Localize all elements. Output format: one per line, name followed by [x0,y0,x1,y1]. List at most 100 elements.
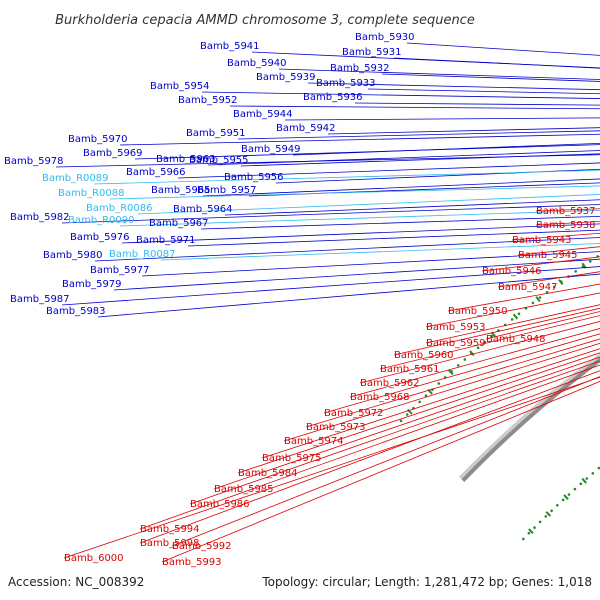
forward-gene-label: Bamb_5952 [178,95,238,106]
forward-gene-label: Bamb_5931 [342,47,402,58]
reverse-gene-label: Bamb_5986 [190,499,250,510]
ring-tick [448,369,454,376]
leader-line [63,376,600,559]
reverse-gene-label: Bamb_5973 [306,422,366,433]
forward-gene-label: Bamb_5965 [151,185,211,196]
reverse-gene-label: Bamb_6000 [64,553,124,564]
leader-line [248,182,600,197]
backbone-arc [461,357,600,482]
ring-dot [522,537,525,541]
ring-dot [476,346,480,350]
ring-dot [550,509,553,513]
leader-line [284,117,600,121]
ring-dot [527,531,531,535]
gene-labels: Bamb_5930 Bamb_5941 Bamb_5931 Bamb_5940 Bamb… [4,32,596,568]
ring-tick [545,511,552,517]
label-leader-lines [55,42,600,563]
reverse-gene-label: Bamb_5959 [426,338,486,349]
leader-line [367,88,600,95]
leader-line [275,168,600,184]
leader-line [93,169,600,185]
leader-line [485,311,600,340]
ring-dot [552,285,556,289]
reverse-gene-label: Bamb_5993 [162,557,222,568]
leader-line [359,321,600,384]
forward-gene-label: Bamb_5949 [241,144,301,155]
reverse-gene-label: Bamb_5945 [518,250,578,261]
leader-line [481,256,600,272]
ring-dot [538,296,542,299]
forward-gene-label: Bamb_5954 [150,81,210,92]
leader-line [201,91,600,99]
leader-line [305,338,600,428]
chromosome-backbone [458,353,600,482]
leader-line [97,273,600,318]
leader-line [354,102,600,106]
ring-dot [490,334,493,338]
leader-line [327,127,600,135]
reverse-gene-label: Bamb_5968 [350,392,410,403]
forward-gene-label: Bamb_R0087 [109,249,175,260]
leader-line [134,144,600,160]
forward-gene-label: Bamb_R0086 [86,203,152,214]
genome-summary-text: Topology: circular; Length: 1,281,472 bp… [261,575,592,589]
reverse-gene-label: Bamb_5992 [172,541,232,552]
ring-dot [483,340,487,344]
ring-dot [531,301,535,305]
forward-gene-label: Bamb_5956 [224,172,284,183]
forward-gene-label: Bamb_5980 [43,250,103,261]
dotted-guide-rings [399,255,600,541]
leader-line [381,73,600,82]
ring-dot [510,318,514,321]
leader-line [141,251,600,277]
ring-tick [535,296,541,303]
leader-line [406,42,600,56]
forward-gene-label: Bamb_5983 [46,306,106,317]
reverse-gene-label: Bamb_5937 [536,206,596,217]
ring-dot [574,270,577,273]
forward-gene-label: Bamb_5944 [233,109,293,120]
ring-tick [469,350,475,357]
reverse-gene-label: Bamb_5947 [498,282,558,293]
leader-line [237,130,600,140]
leader-line [278,68,600,80]
forward-gene-label: Bamb_5967 [149,218,209,229]
forward-gene-label: Bamb_5971 [136,235,196,246]
forward-gene-label: Bamb_5970 [68,134,128,145]
accession-text: Accession: NC_008392 [8,575,144,589]
ring-dot [538,520,542,524]
reverse-gene-label: Bamb_5960 [394,350,454,361]
ring-tick [563,494,569,501]
reverse-gene-label: Bamb_5943 [512,235,572,246]
ring-tick [528,528,534,534]
reverse-gene-label: Bamb_5938 [536,220,596,231]
forward-gene-label: Bamb_5940 [227,58,287,69]
leader-line [237,352,600,474]
inner-dotted-ring [522,466,600,541]
leader-line [121,223,600,244]
ring-dot [533,526,536,529]
forward-gene-label: Bamb_5977 [90,265,150,276]
reverse-gene-label: Bamb_5962 [360,378,420,389]
forward-gene-label: Bamb_R0090 [68,215,134,226]
reverse-gene-label: Bamb_5948 [486,334,546,345]
forward-gene-label: Bamb_5933 [316,78,376,89]
ring-dot [545,290,549,294]
ring-dot [597,466,600,470]
forward-gene-label: Bamb_R0088 [58,188,124,199]
reverse-gene-label: Bamb_5975 [262,453,322,464]
reverse-gene-label: Bamb_5961 [380,364,440,375]
forward-gene-label: Bamb_5987 [10,294,70,305]
forward-gene-label: Bamb_5976 [70,232,130,243]
ring-dot [424,394,428,398]
forward-gene-label: Bamb_5955 [189,155,249,166]
ring-tick [581,477,587,484]
ring-dot [556,504,559,507]
leader-line [94,237,600,262]
forward-gene-label: Bamb_5932 [330,63,390,74]
leader-line [447,283,600,312]
forward-gene-label: Bamb_5963 [156,154,216,165]
leader-line [349,328,600,398]
forward-gene-label: Bamb_5951 [186,128,246,139]
